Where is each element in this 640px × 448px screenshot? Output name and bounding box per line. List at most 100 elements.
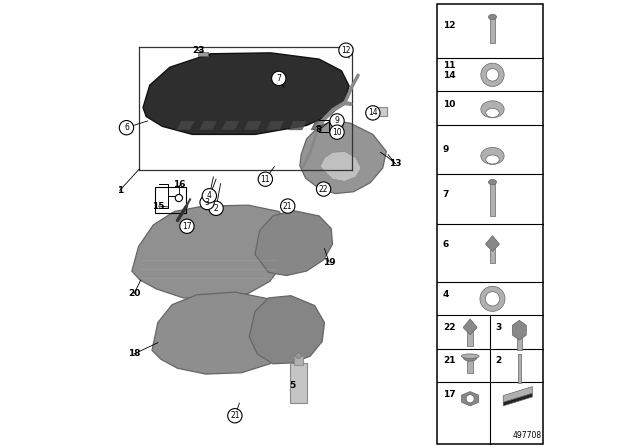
Circle shape xyxy=(365,106,380,120)
Polygon shape xyxy=(311,121,324,130)
Polygon shape xyxy=(199,121,217,130)
Bar xyxy=(155,187,186,213)
Text: 22: 22 xyxy=(443,323,455,332)
Polygon shape xyxy=(486,236,499,251)
Ellipse shape xyxy=(481,101,504,118)
Text: 2: 2 xyxy=(495,356,502,365)
Circle shape xyxy=(258,172,273,186)
Circle shape xyxy=(330,125,344,139)
Text: 23: 23 xyxy=(192,46,204,55)
Polygon shape xyxy=(513,320,526,340)
Ellipse shape xyxy=(481,147,504,164)
Text: 14: 14 xyxy=(368,108,378,117)
Ellipse shape xyxy=(486,155,499,164)
Text: 1: 1 xyxy=(116,186,123,195)
Text: 4: 4 xyxy=(207,191,212,200)
Ellipse shape xyxy=(463,355,477,361)
Polygon shape xyxy=(132,205,293,299)
Text: 22: 22 xyxy=(319,185,328,194)
Text: 21: 21 xyxy=(443,356,455,365)
Text: 18: 18 xyxy=(128,349,140,358)
Bar xyxy=(518,354,521,383)
Bar xyxy=(467,359,473,373)
Text: 6: 6 xyxy=(124,123,129,132)
Text: 6: 6 xyxy=(443,240,449,249)
Bar xyxy=(289,363,307,403)
Text: 11: 11 xyxy=(260,175,270,184)
Ellipse shape xyxy=(333,128,343,135)
Ellipse shape xyxy=(486,108,499,117)
Circle shape xyxy=(119,121,134,135)
Polygon shape xyxy=(503,393,532,406)
Text: 16: 16 xyxy=(173,180,185,189)
Polygon shape xyxy=(249,296,324,364)
Text: 3: 3 xyxy=(205,198,209,207)
Circle shape xyxy=(316,182,331,196)
Polygon shape xyxy=(244,121,262,130)
Polygon shape xyxy=(320,151,361,181)
Circle shape xyxy=(209,201,223,215)
Bar xyxy=(198,52,208,56)
Ellipse shape xyxy=(461,354,479,358)
Circle shape xyxy=(202,189,216,203)
Circle shape xyxy=(228,409,242,423)
Text: 13: 13 xyxy=(389,159,401,168)
Text: 17: 17 xyxy=(182,222,192,231)
Text: 9: 9 xyxy=(335,116,339,125)
Polygon shape xyxy=(266,121,284,130)
Polygon shape xyxy=(221,121,239,130)
Circle shape xyxy=(175,194,182,202)
Circle shape xyxy=(485,292,500,306)
Text: 4: 4 xyxy=(443,290,449,299)
Bar xyxy=(516,329,522,350)
Polygon shape xyxy=(255,211,333,276)
Bar xyxy=(371,107,387,116)
Circle shape xyxy=(200,195,214,210)
Text: 20: 20 xyxy=(128,289,140,298)
Text: 497708: 497708 xyxy=(512,431,541,440)
Polygon shape xyxy=(152,292,294,374)
Circle shape xyxy=(486,69,499,81)
Circle shape xyxy=(481,63,504,86)
Text: 3: 3 xyxy=(495,323,502,332)
Text: 15: 15 xyxy=(152,202,165,211)
Circle shape xyxy=(180,219,194,233)
Text: 10: 10 xyxy=(332,128,342,137)
Text: 19: 19 xyxy=(323,258,335,267)
Text: 21: 21 xyxy=(230,411,239,420)
Circle shape xyxy=(466,395,474,403)
Text: 8: 8 xyxy=(316,125,322,134)
Circle shape xyxy=(271,71,286,86)
Polygon shape xyxy=(143,53,349,134)
Ellipse shape xyxy=(488,179,497,185)
Text: 10: 10 xyxy=(443,100,455,109)
Polygon shape xyxy=(300,121,387,194)
Text: 21: 21 xyxy=(283,202,292,211)
Circle shape xyxy=(296,353,301,358)
Text: 12: 12 xyxy=(341,46,351,55)
Text: 5: 5 xyxy=(289,381,295,390)
Ellipse shape xyxy=(332,121,344,129)
Polygon shape xyxy=(289,121,307,130)
Text: 2: 2 xyxy=(214,204,218,213)
Bar xyxy=(294,356,303,365)
Ellipse shape xyxy=(488,14,497,20)
Polygon shape xyxy=(503,387,532,402)
Circle shape xyxy=(480,286,505,311)
Polygon shape xyxy=(463,319,477,335)
Bar xyxy=(467,326,473,346)
Circle shape xyxy=(280,199,295,213)
Circle shape xyxy=(330,114,344,128)
Text: 7: 7 xyxy=(443,190,449,199)
Polygon shape xyxy=(461,392,479,406)
Text: 9: 9 xyxy=(443,145,449,154)
Bar xyxy=(437,4,543,444)
Bar xyxy=(490,182,495,215)
Polygon shape xyxy=(177,121,195,130)
Bar xyxy=(490,242,495,263)
Bar xyxy=(490,17,495,43)
Text: 12: 12 xyxy=(443,21,455,30)
Text: 17: 17 xyxy=(443,390,456,399)
Circle shape xyxy=(339,43,353,57)
Text: 11
14: 11 14 xyxy=(443,60,456,80)
